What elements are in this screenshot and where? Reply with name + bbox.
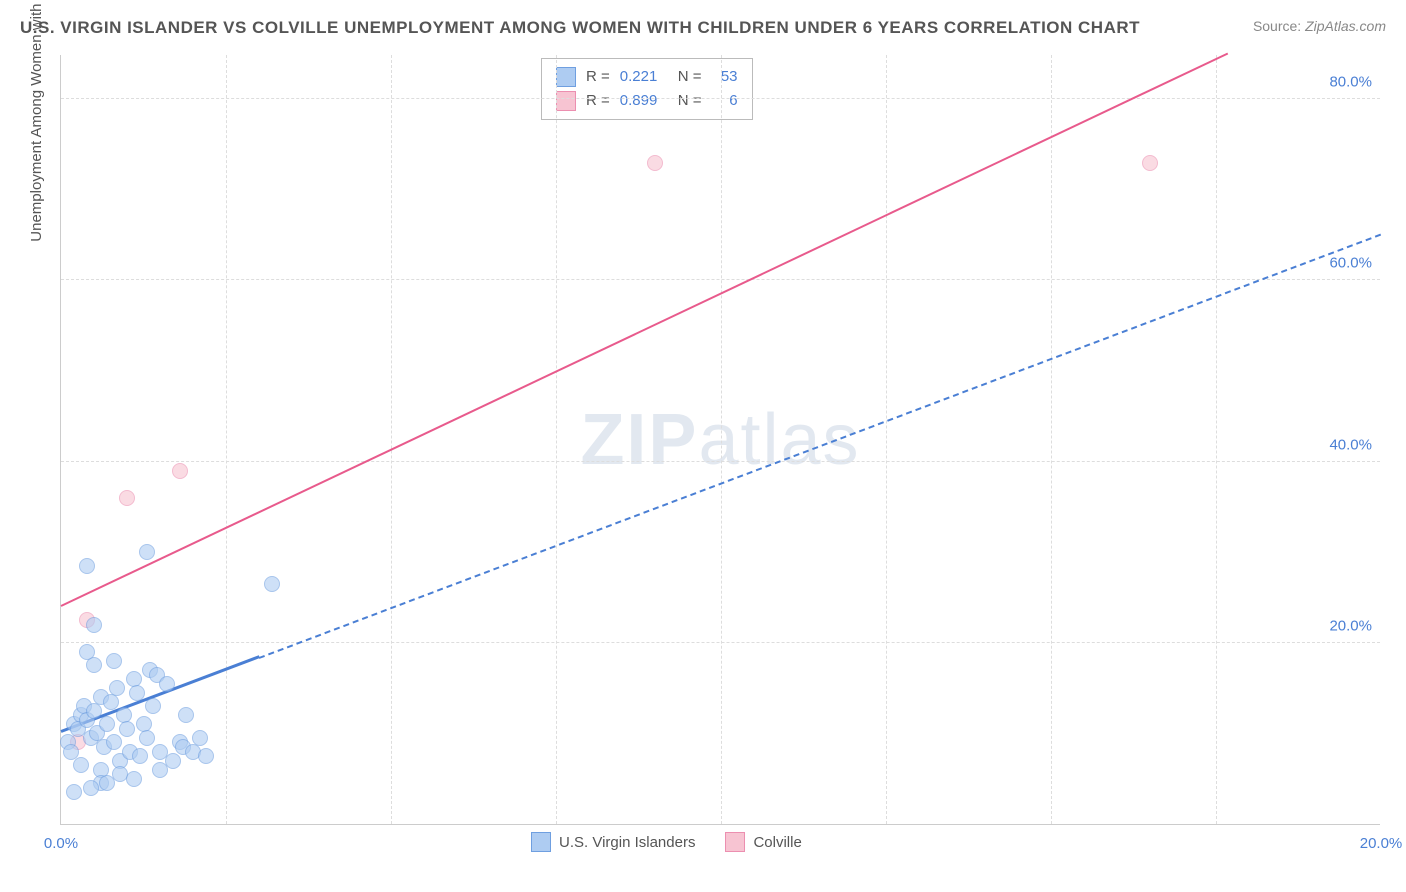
- legend-n-value-0: 53: [712, 65, 738, 89]
- data-point: [119, 490, 135, 506]
- legend-n-label-0: N =: [678, 65, 702, 89]
- data-point: [139, 544, 155, 560]
- gridline-h: [61, 461, 1380, 462]
- gridline-v: [1216, 55, 1217, 824]
- legend-n-value-1: 6: [712, 89, 738, 113]
- data-point: [159, 676, 175, 692]
- y-tick-label: 40.0%: [1329, 436, 1372, 453]
- legend-r-value-0: 0.221: [620, 65, 668, 89]
- data-point: [145, 698, 161, 714]
- legend-series-swatch-1: [725, 832, 745, 852]
- legend-r-label-1: R =: [586, 89, 610, 113]
- data-point: [198, 748, 214, 764]
- x-tick-label: 20.0%: [1360, 835, 1403, 852]
- data-point: [192, 730, 208, 746]
- data-point: [132, 748, 148, 764]
- source-attribution: Source: ZipAtlas.com: [1253, 18, 1386, 34]
- y-axis-label: Unemployment Among Women with Children U…: [28, 0, 45, 242]
- data-point: [79, 644, 95, 660]
- legend-rn-row-1: R = 0.899 N = 6: [556, 89, 738, 113]
- legend-series-label-1: Colville: [753, 834, 801, 851]
- gridline-v: [886, 55, 887, 824]
- data-point: [264, 576, 280, 592]
- gridline-h: [61, 98, 1380, 99]
- data-point: [106, 734, 122, 750]
- gridline-v: [1051, 55, 1052, 824]
- data-point: [73, 757, 89, 773]
- data-point: [647, 155, 663, 171]
- data-point: [139, 730, 155, 746]
- data-point: [99, 716, 115, 732]
- chart-title: U.S. VIRGIN ISLANDER VS COLVILLE UNEMPLO…: [20, 18, 1140, 38]
- data-point: [1142, 155, 1158, 171]
- gridline-v: [391, 55, 392, 824]
- data-point: [66, 784, 82, 800]
- legend-series-swatch-0: [531, 832, 551, 852]
- legend-series-label-0: U.S. Virgin Islanders: [559, 834, 695, 851]
- legend-swatch-1: [556, 91, 576, 111]
- watermark-zip: ZIP: [580, 400, 698, 480]
- y-tick-label: 20.0%: [1329, 617, 1372, 634]
- legend-series-item-0: U.S. Virgin Islanders: [531, 832, 695, 852]
- gridline-v: [556, 55, 557, 824]
- legend-series-box: U.S. Virgin Islanders Colville: [531, 832, 802, 852]
- legend-r-label-0: R =: [586, 65, 610, 89]
- data-point: [178, 707, 194, 723]
- data-point: [109, 680, 125, 696]
- legend-swatch-0: [556, 67, 576, 87]
- x-tick-label: 0.0%: [44, 835, 78, 852]
- legend-series-item-1: Colville: [725, 832, 801, 852]
- data-point: [106, 653, 122, 669]
- y-tick-label: 60.0%: [1329, 255, 1372, 272]
- data-point: [86, 657, 102, 673]
- chart-plot-area: ZIPatlas R = 0.221 N = 53 R = 0.899 N = …: [60, 55, 1380, 825]
- trend-line: [259, 233, 1382, 658]
- gridline-h: [61, 642, 1380, 643]
- data-point: [86, 617, 102, 633]
- data-point: [126, 771, 142, 787]
- gridline-v: [226, 55, 227, 824]
- gridline-v: [721, 55, 722, 824]
- data-point: [129, 685, 145, 701]
- legend-n-label-1: N =: [678, 89, 702, 113]
- y-tick-label: 80.0%: [1329, 74, 1372, 91]
- data-point: [79, 558, 95, 574]
- gridline-h: [61, 279, 1380, 280]
- data-point: [172, 463, 188, 479]
- legend-r-value-1: 0.899: [620, 89, 668, 113]
- source-value: ZipAtlas.com: [1305, 18, 1386, 34]
- source-label: Source:: [1253, 18, 1301, 34]
- data-point: [99, 775, 115, 791]
- data-point: [83, 780, 99, 796]
- data-point: [119, 721, 135, 737]
- legend-rn-row-0: R = 0.221 N = 53: [556, 65, 738, 89]
- trend-line: [61, 52, 1229, 606]
- data-point: [152, 762, 168, 778]
